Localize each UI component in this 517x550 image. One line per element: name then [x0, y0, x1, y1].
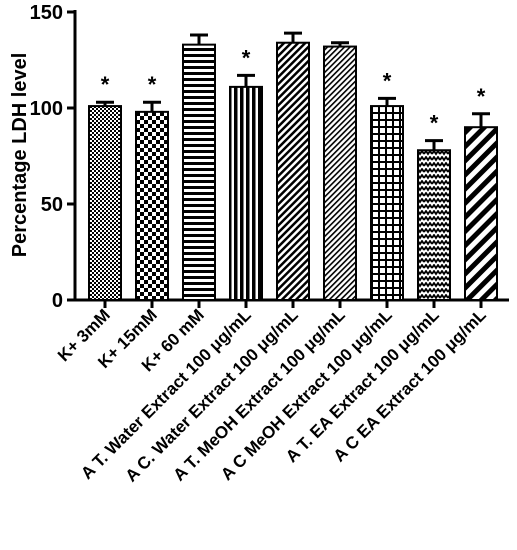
y-tick-label: 0	[52, 290, 63, 312]
y-tick-label: 100	[30, 98, 63, 120]
bar	[182, 43, 216, 301]
bar	[88, 105, 122, 301]
x-tick-label: A T. Water Extract 100 μg/mL	[77, 305, 255, 483]
significance-markers: * * * * * *	[101, 45, 486, 135]
bar	[370, 105, 404, 301]
x-tick-label: A T. MeOH Extract 100 μg/mL	[169, 305, 348, 484]
y-ticks: 0 50 100 150	[30, 2, 75, 312]
bar	[276, 41, 310, 301]
error-bars	[96, 31, 490, 151]
y-tick-label: 150	[30, 2, 63, 24]
significance-marker: *	[101, 72, 110, 97]
x-tick-label: A C MeOH Extract 100 μg/mL	[217, 305, 396, 484]
y-tick-label: 50	[41, 194, 63, 216]
significance-marker: *	[242, 45, 251, 70]
significance-marker: *	[477, 84, 486, 109]
bar	[417, 149, 451, 301]
significance-marker: *	[148, 72, 157, 97]
significance-marker: *	[383, 68, 392, 93]
bar	[464, 126, 498, 301]
bar	[229, 85, 263, 301]
significance-marker: *	[430, 111, 439, 136]
bar	[135, 110, 169, 301]
x-tick-label: A C. Water Extract 100 μg/mL	[122, 305, 302, 485]
bar	[323, 45, 357, 302]
y-axis-title: Percentage LDH level	[9, 53, 31, 258]
